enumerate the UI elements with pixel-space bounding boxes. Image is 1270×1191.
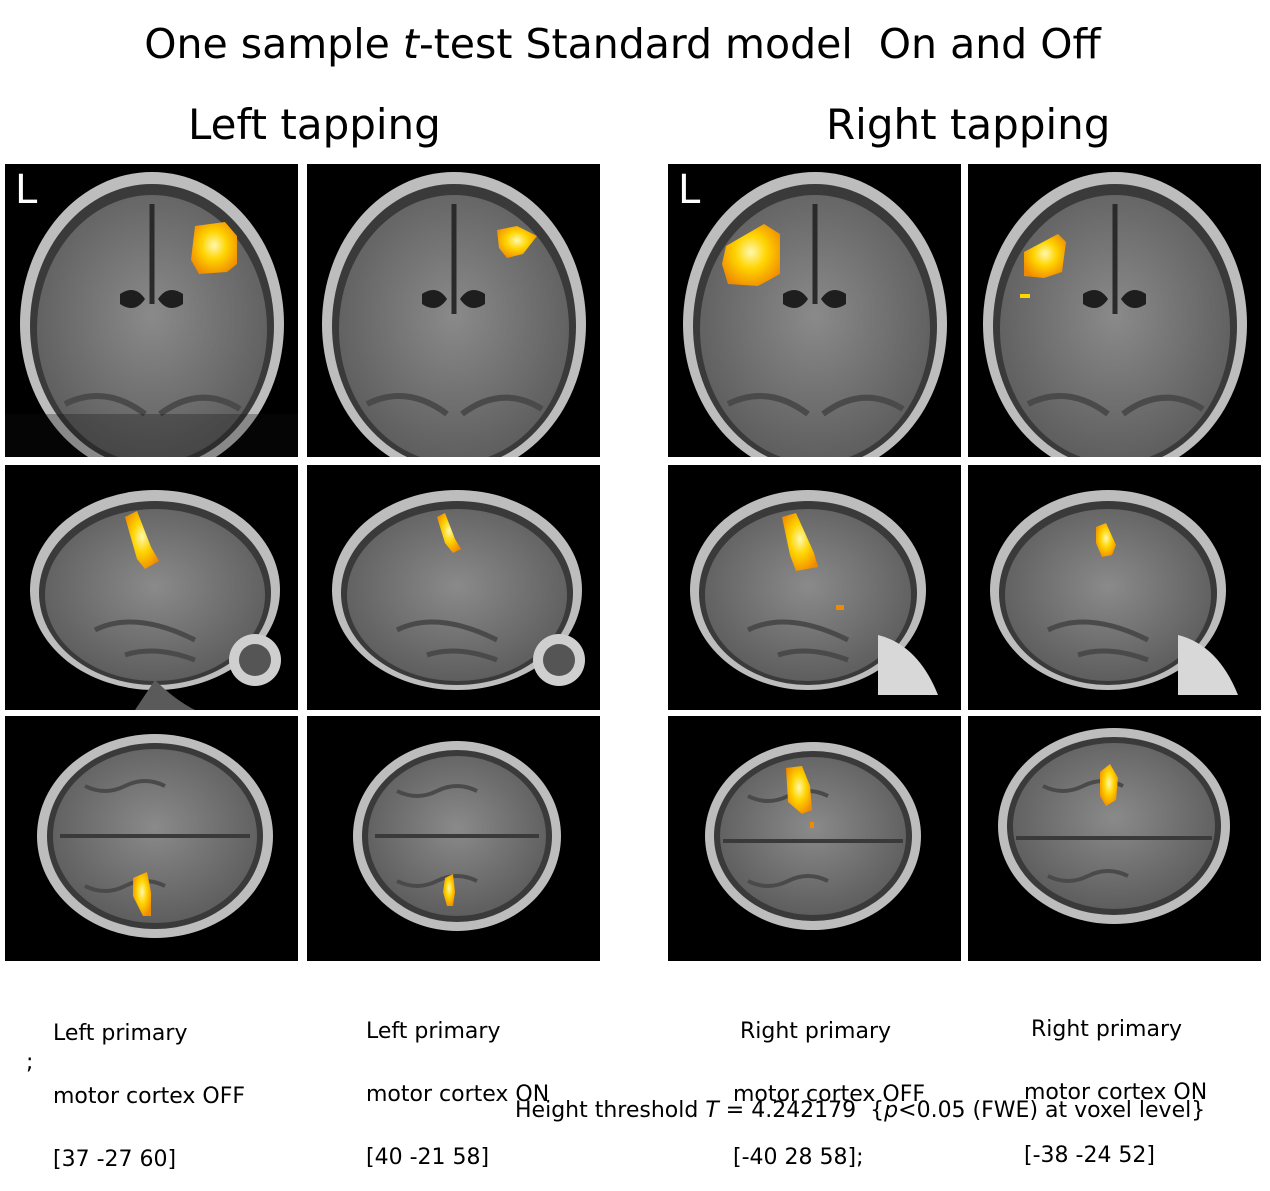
height-threshold-note: Height threshold T = 4.242179 {p<0.05 (F… [515,1098,1206,1123]
caption-left-on: Left primary motor cortex ON [40 -21 58] [366,979,549,1189]
caption-line-1: Right primary [1024,1017,1183,1042]
stray-semicolon: ; [26,1050,34,1075]
caption-line-1: Left primary [53,1021,188,1046]
axial-right-off-panel [668,716,961,961]
sagittal-left-on-panel [307,465,600,710]
title-t-italic: t [402,20,419,68]
caption-coordinates: [-40 28 58]; [733,1145,864,1170]
caption-right-on: Right primary motor cortex ON [-38 -24 5… [1024,977,1207,1187]
caption-line-2: motor cortex OFF [733,1082,926,1107]
activation-spot [836,605,844,610]
caption-right-off: Right primary motor cortex OFF [-40 28 5… [733,979,925,1189]
activation-blob [437,513,461,553]
right-tapping-heading: Right tapping [826,100,1111,149]
coronal-left-on-panel [307,164,600,457]
axial-left-on-panel [307,716,600,961]
sagittal-left-off-panel [5,465,298,710]
caption-line-1: Left primary [366,1019,501,1044]
activation-blob [497,226,537,258]
caption-left-off: Left primary motor cortex OFF [37 -27 60… [53,981,245,1191]
coronal-right-off-panel: L [668,164,961,457]
sagittal-right-on-panel [968,465,1261,710]
activation-spot [1020,294,1030,298]
left-tapping-heading: Left tapping [188,100,441,149]
activation-blob [786,766,812,814]
orientation-marker-right: L [678,167,701,213]
activation-blob [722,224,780,286]
activation-spot [810,822,814,828]
coronal-left-off-panel: L [5,164,298,457]
caption-line-2: motor cortex ON [366,1082,550,1107]
axial-right-on-panel [968,716,1261,961]
activation-blob [191,222,237,274]
figure-title: One sample t-test Standard model On and … [144,20,1101,68]
caption-line-2: motor cortex OFF [53,1084,246,1109]
caption-coordinates: [-38 -24 52] [1024,1143,1156,1168]
coronal-right-on-panel [968,164,1261,457]
activation-blob [125,511,159,569]
caption-line-2: motor cortex ON [1024,1080,1208,1105]
activation-blob [133,872,151,916]
activation-blob [1024,234,1066,278]
caption-line-1: Right primary [733,1019,892,1044]
orientation-marker-left: L [15,167,38,213]
activation-blob [782,513,818,571]
activation-blob [1096,523,1116,557]
caption-coordinates: [40 -21 58] [366,1145,490,1170]
activation-blob [1100,764,1118,806]
activation-blob [443,874,455,906]
sagittal-right-off-panel [668,465,961,710]
caption-coordinates: [37 -27 60] [53,1147,177,1172]
axial-left-off-panel [5,716,298,961]
